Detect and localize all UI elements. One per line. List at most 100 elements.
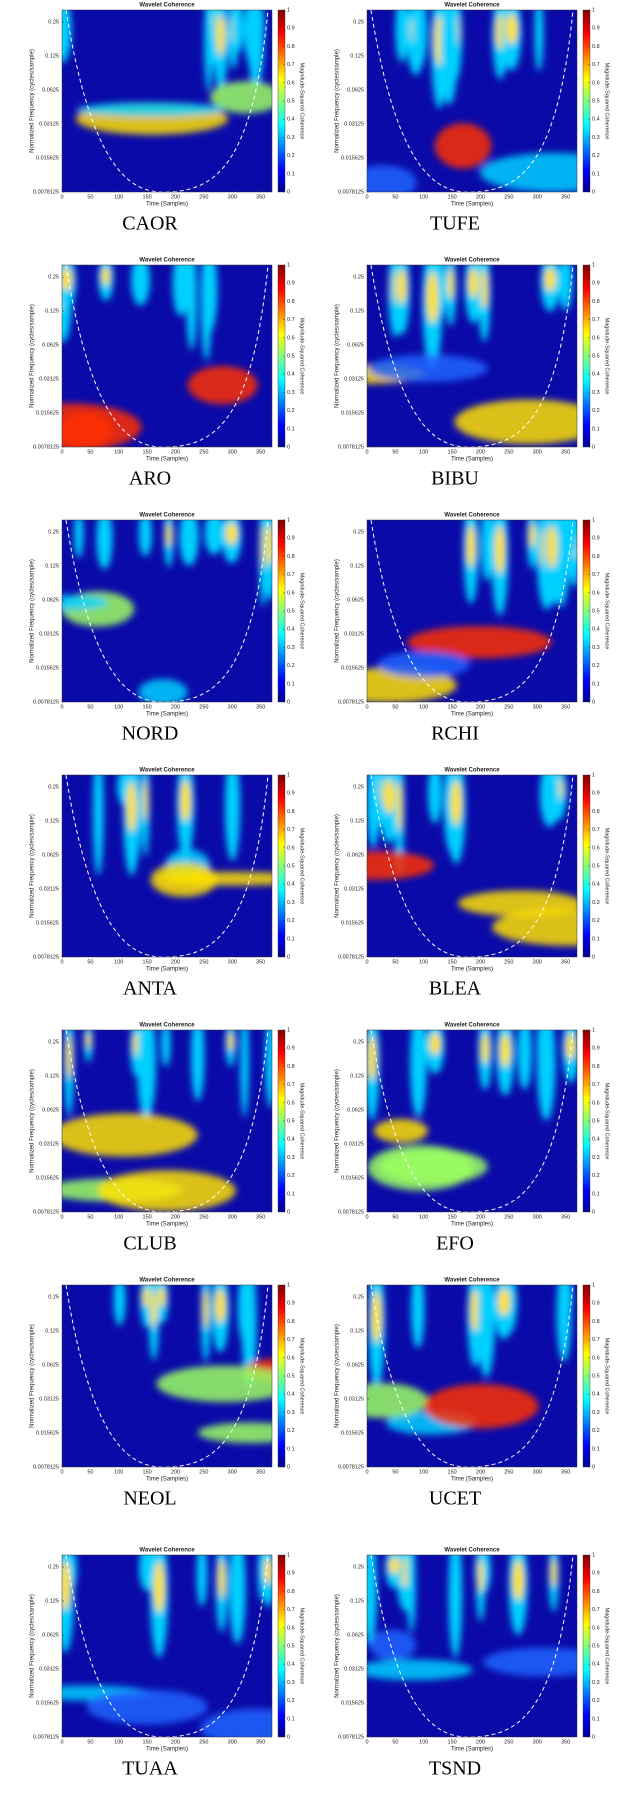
plot-frame [61, 774, 273, 958]
colorbar-tick-label: 1 [592, 7, 595, 13]
colorbar-tick-label: 0.6 [592, 1355, 600, 1361]
colorbar-tick-label: 0.7 [592, 1337, 600, 1343]
colorbar-tick-label: 0 [592, 1464, 595, 1470]
y-tick-label: 0.125 [45, 564, 59, 570]
band [423, 1384, 539, 1429]
colorbar-tick-label: 0.3 [287, 900, 295, 906]
plot-title: Wavelet Coherence [444, 3, 500, 9]
colorbar-tick-label: 0.8 [287, 809, 295, 815]
colorbar-tick-label: 0.3 [287, 1680, 295, 1686]
colorbar-tick-label: 0.7 [592, 827, 600, 833]
hot [494, 525, 505, 574]
panel: Wavelet Coherence 0 50 100 150 200 250 300 350 0.… [335, 1023, 610, 1255]
colorbar-tick-label: 0.6 [287, 590, 295, 596]
panel: Wavelet Coherence 0 50 100 150 200 250 300 350 0.… [335, 768, 610, 1000]
heatmap-blobs [367, 520, 577, 702]
x-tick-label: 50 [87, 959, 93, 965]
x-tick-label: 0 [365, 1214, 368, 1220]
x-tick-label: 200 [171, 704, 180, 710]
colorbar-tick-label: 0.1 [592, 1716, 600, 1722]
colorbar-tick-label: 0.4 [287, 372, 295, 378]
x-axis-label: Time (Samples) [146, 712, 188, 718]
colorbar-tick-label: 0 [287, 1464, 290, 1470]
colorbar-tick-label: 0.3 [287, 390, 295, 396]
band [62, 1113, 198, 1157]
x-tick-label: 100 [114, 194, 123, 200]
panel: Wavelet Coherence 0 50 100 150 200 250 300 350 0.… [335, 513, 610, 745]
y-tick-label: 0.0078125 [33, 189, 59, 195]
colorbar-tick-label: 0.1 [592, 1446, 600, 1452]
colorbar-tick-label: 0 [287, 1209, 290, 1215]
hot [264, 1558, 272, 1585]
colorbar-tick-label: 0.1 [592, 1191, 600, 1197]
hot [477, 1559, 484, 1593]
x-tick-label: 350 [256, 449, 265, 455]
y-tick-label: 0.0078125 [33, 1209, 59, 1215]
colorbar-tick-label: 0.6 [287, 335, 295, 341]
panel: Wavelet Coherence 0 50 100 150 200 250 300 350 0.… [335, 1278, 610, 1510]
streak [172, 265, 189, 317]
hot [468, 268, 479, 298]
colorbar-tick-label: 0.4 [287, 627, 295, 633]
y-tick-label: 0.25 [48, 530, 59, 536]
x-tick-label: 0 [60, 704, 63, 710]
band [492, 908, 577, 946]
streak [517, 1030, 532, 1090]
x-tick-label: 50 [87, 1469, 93, 1475]
colorbar-tick-label: 0 [287, 1734, 290, 1740]
x-tick-label: 350 [561, 704, 570, 710]
colorbar-tick-label: 0.8 [592, 1589, 600, 1595]
colorbar-tick-label: 0.9 [287, 1301, 295, 1307]
heatmap-blobs [62, 520, 272, 702]
x-tick-label: 300 [533, 449, 542, 455]
x-tick-label: 50 [392, 959, 398, 965]
hot [547, 525, 558, 568]
hot [529, 523, 536, 548]
hot [165, 522, 172, 547]
colorbar-label: Magnitude-Squared Coherence [604, 828, 610, 905]
y-tick-label: 0.03125 [344, 376, 364, 382]
y-tick-label: 0.125 [45, 54, 59, 60]
y-tick-label: 0.0625 [347, 343, 364, 349]
x-tick-label: 200 [476, 959, 485, 965]
hot [142, 1287, 151, 1308]
colorbar-tick-label: 0.8 [592, 554, 600, 560]
plot-frame [61, 519, 273, 703]
y-tick-label: 0.015625 [36, 920, 59, 926]
x-tick-label: 0 [365, 959, 368, 965]
x-tick-label: 300 [533, 704, 542, 710]
x-tick-label: 200 [171, 959, 180, 965]
colorbar-tick-label: 0.4 [287, 1392, 295, 1398]
x-tick-label: 200 [476, 194, 485, 200]
panel-caption: RCHI [431, 723, 479, 745]
y-axis-label: Normalized Frequency (cycles/sample) [30, 49, 36, 153]
x-tick-label: 200 [171, 1469, 180, 1475]
plot-title: Wavelet Coherence [139, 1548, 195, 1554]
streak [537, 1030, 556, 1121]
x-tick-label: 250 [504, 1739, 513, 1745]
x-tick-label: 150 [448, 1214, 457, 1220]
y-axis-label: Normalized Frequency (cycles/sample) [30, 559, 36, 663]
x-tick-label: 250 [199, 959, 208, 965]
x-tick-label: 100 [419, 704, 428, 710]
colorbar-label: Magnitude-Squared Coherence [299, 318, 305, 395]
band [373, 1118, 429, 1143]
y-tick-label: 0.125 [45, 309, 59, 315]
y-tick-label: 0.25 [48, 1295, 59, 1301]
hot [62, 267, 73, 291]
y-tick-label: 0.125 [350, 309, 364, 315]
band [367, 165, 417, 192]
y-axis-label: Normalized Frequency (cycles/sample) [30, 1324, 36, 1428]
hot [480, 269, 489, 309]
y-tick-label: 0.0078125 [33, 444, 59, 450]
colorbar-tick-label: 0.2 [592, 408, 600, 414]
colorbar-tick-label: 0.8 [287, 1064, 295, 1070]
y-tick-label: 0.0625 [42, 598, 59, 604]
streak [74, 520, 84, 559]
streak [179, 520, 199, 566]
colorbar-tick-label: 0.5 [287, 1643, 295, 1649]
hot [150, 1289, 157, 1328]
band [200, 1708, 272, 1737]
panel: Wavelet Coherence 0 50 100 150 200 250 300 350 0.… [30, 513, 305, 745]
colorbar-tick-label: 0.8 [592, 809, 600, 815]
